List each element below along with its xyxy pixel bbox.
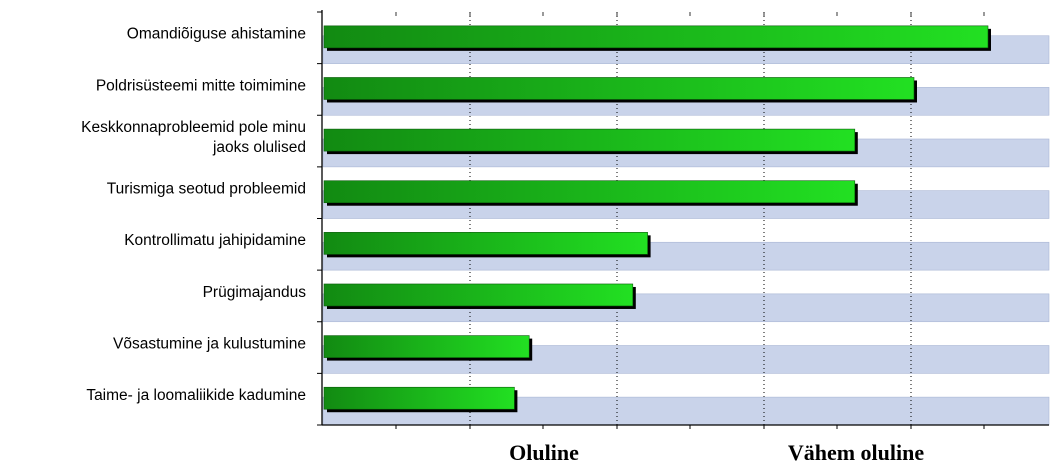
axes <box>317 10 1049 429</box>
bar <box>323 180 856 204</box>
bar <box>323 335 530 358</box>
bars <box>323 25 991 413</box>
category-label: Kontrollimatu jahipidamine <box>124 232 306 249</box>
category-label: Keskkonnaprobleemid pole minu jaoks oluli… <box>81 119 306 156</box>
bar <box>323 128 856 152</box>
category-label: Taime- ja loomaliikide kadumine <box>86 387 306 404</box>
bar <box>323 283 634 307</box>
category-label: Turismiga seotud probleemid <box>107 181 306 198</box>
category-labels: Omandiõiguse ahistamine Poldrisüsteemi mi… <box>81 26 306 404</box>
x-axis-label: Vähem oluline <box>788 440 925 465</box>
category-label: Prügimajandus <box>203 284 307 301</box>
category-label: Võsastumine ja kulustumine <box>113 335 306 352</box>
bar <box>323 25 989 49</box>
category-label: Poldrisüsteemi mitte toimimine <box>96 77 306 94</box>
bar <box>323 77 915 100</box>
x-axis-labels: Oluline Vähem oluline <box>509 440 924 465</box>
category-label: Omandiõiguse ahistamine <box>127 26 306 43</box>
bar <box>323 232 648 255</box>
bar <box>323 386 515 410</box>
x-axis-label: Oluline <box>509 440 579 465</box>
